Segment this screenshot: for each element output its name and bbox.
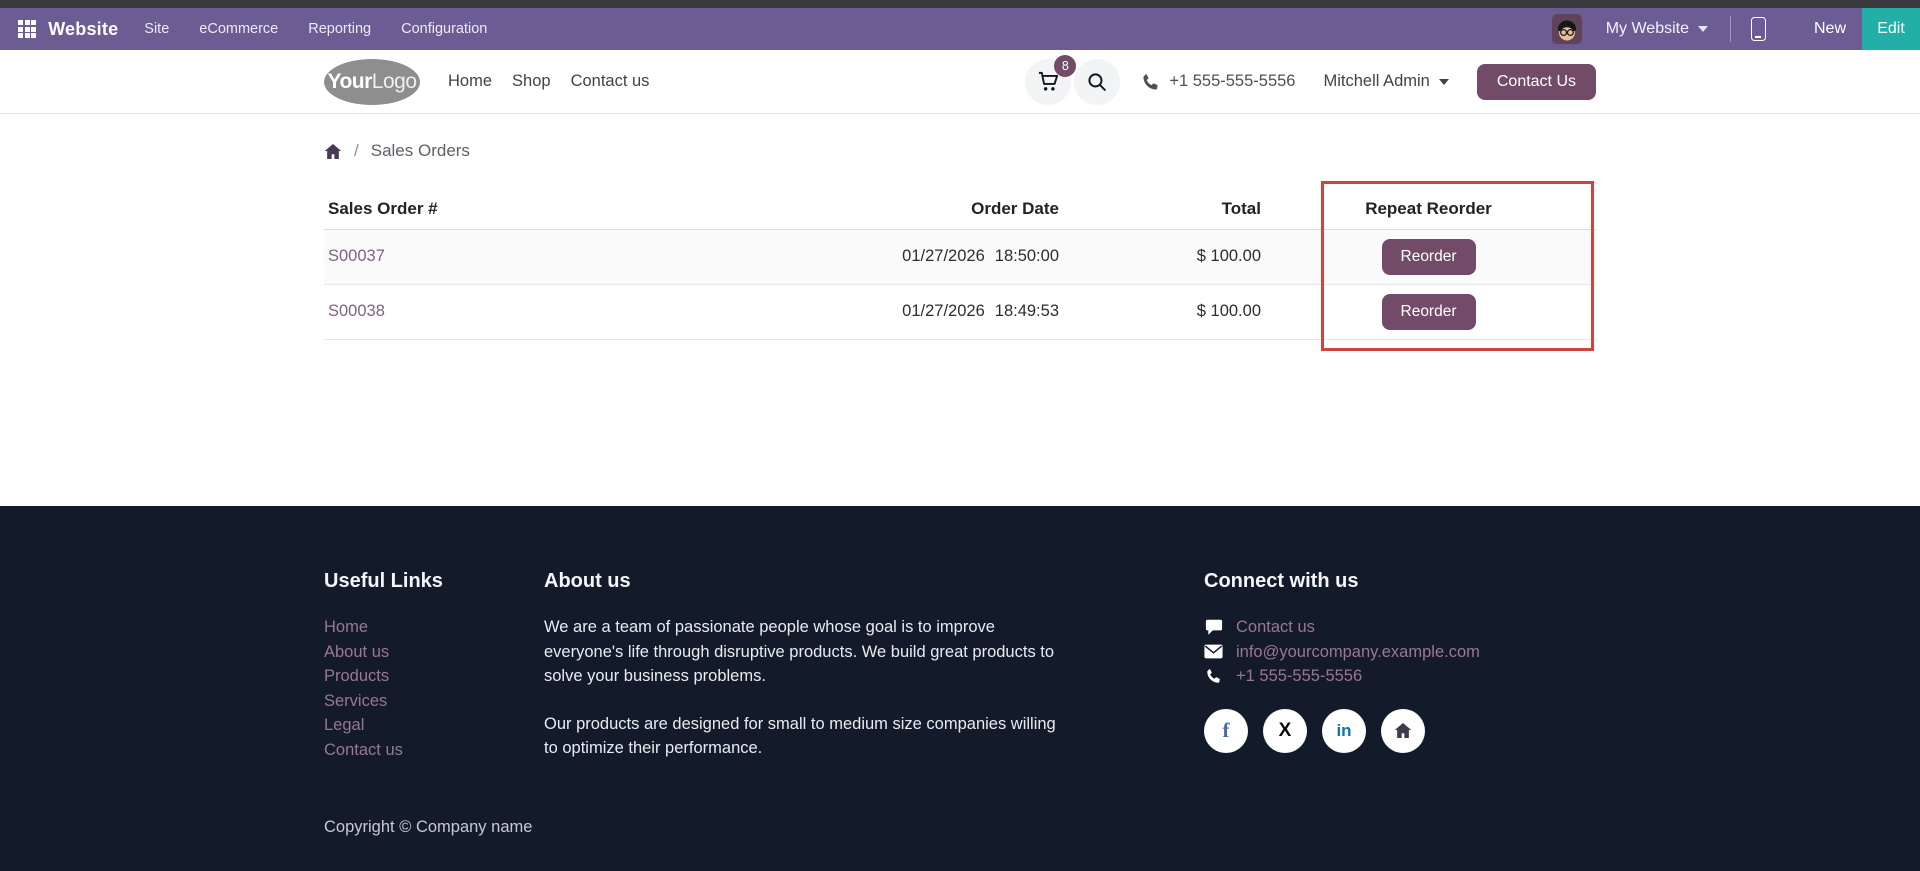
menu-ecommerce[interactable]: eCommerce <box>199 21 279 37</box>
reorder-button[interactable]: Reorder <box>1381 293 1476 330</box>
copyright: Copyright © Company name <box>324 818 533 836</box>
footer-connect: Connect with us Contact us info@yourcomp… <box>1204 570 1596 762</box>
apps-grid-icon[interactable] <box>18 19 37 39</box>
footer-link-home[interactable]: Home <box>324 618 369 636</box>
home-icon <box>324 143 342 159</box>
order-total-cell: $ 100.00 <box>1196 302 1261 320</box>
about-paragraph-1: We are a team of passionate people whose… <box>544 618 1055 685</box>
table-row: S00037 01/27/2026 18:50:00 $ 100.00 Reord… <box>324 229 1596 284</box>
search-button[interactable] <box>1074 58 1121 105</box>
cart-count-badge: 8 <box>1054 54 1077 77</box>
nav-link-shop[interactable]: Shop <box>512 72 551 90</box>
table-header-row: Sales Order # Order Date Total Repeat Re… <box>324 189 1596 230</box>
topbar-right: My Website New Edit <box>1551 8 1920 50</box>
footer-link-products[interactable]: Products <box>324 667 390 685</box>
user-avatar[interactable] <box>1551 14 1582 44</box>
breadcrumb: / Sales Orders <box>324 114 1596 161</box>
footer-email-link[interactable]: info@yourcompany.example.com <box>1236 642 1480 661</box>
mobile-preview-icon[interactable] <box>1750 17 1766 41</box>
footer-title-connect: Connect with us <box>1204 570 1359 592</box>
reorder-button[interactable]: Reorder <box>1381 238 1476 275</box>
nav-link-contact-us[interactable]: Contact us <box>570 72 650 90</box>
about-paragraph-2: Our products are designed for small to m… <box>544 714 1056 758</box>
logo-text-your: Your <box>327 69 373 93</box>
facebook-icon[interactable]: f <box>1204 708 1248 753</box>
contact-us-button[interactable]: Contact Us <box>1476 63 1596 100</box>
footer-contact-link[interactable]: Contact us <box>1236 618 1315 636</box>
footer-title-useful-links: Useful Links <box>324 570 443 592</box>
envelope-icon <box>1204 644 1223 659</box>
footer-phone-link[interactable]: +1 555-555-5556 <box>1236 667 1363 685</box>
orders-table-wrap: Sales Order # Order Date Total Repeat Re… <box>324 181 1596 351</box>
col-header-sales-order: Sales Order # <box>324 189 744 230</box>
app-name-website[interactable]: Website <box>48 18 119 39</box>
breadcrumb-page: Sales Orders <box>370 141 470 160</box>
phone-icon <box>1204 668 1223 684</box>
menu-site[interactable]: Site <box>144 21 170 37</box>
col-header-repeat-reorder: Repeat Reorder <box>1261 189 1596 230</box>
cart-button[interactable]: 8 <box>1025 54 1077 105</box>
cart-icon <box>1038 71 1058 91</box>
site-footer: Useful Links Home About us Products Serv… <box>0 506 1920 871</box>
navbar-right: 8 +1 555-555-5556 Mitchell Admin <box>1025 54 1596 105</box>
website-switcher-label: My Website <box>1605 20 1689 37</box>
website-switcher[interactable]: My Website <box>1606 20 1708 38</box>
user-account-menu[interactable]: Mitchell Admin <box>1323 72 1449 91</box>
menu-reporting[interactable]: Reporting <box>308 21 372 37</box>
topbar-left: Website Site eCommerce Reporting Configu… <box>0 19 487 40</box>
header-phone[interactable]: +1 555-555-5556 <box>1142 72 1295 91</box>
sales-orders-table: Sales Order # Order Date Total Repeat Re… <box>324 189 1596 340</box>
website-navbar: Your Logo Home Shop Contact us 8 <box>0 50 1920 114</box>
logo-text-logo: Logo <box>371 69 417 93</box>
chevron-down-icon <box>1438 78 1449 85</box>
site-logo[interactable]: Your Logo <box>324 58 420 105</box>
site-nav-links: Home Shop Contact us <box>448 72 649 91</box>
order-link[interactable]: S00038 <box>328 302 385 320</box>
user-name: Mitchell Admin <box>1323 72 1430 90</box>
col-header-order-date: Order Date <box>744 189 1059 230</box>
divider <box>1729 16 1731 42</box>
col-header-total: Total <box>1059 189 1261 230</box>
search-icon <box>1088 72 1107 91</box>
order-link[interactable]: S00037 <box>328 247 385 265</box>
backend-topbar: Website Site eCommerce Reporting Configu… <box>0 8 1920 50</box>
footer-link-about-us[interactable]: About us <box>324 642 390 661</box>
footer-about: About us We are a team of passionate peo… <box>544 570 1204 762</box>
footer-useful-links: Useful Links Home About us Products Serv… <box>324 570 544 762</box>
breadcrumb-home-link[interactable] <box>324 143 342 160</box>
nav-link-home[interactable]: Home <box>448 72 493 90</box>
footer-link-services[interactable]: Services <box>324 691 388 710</box>
header-phone-number: +1 555-555-5556 <box>1169 72 1296 90</box>
order-date-cell: 01/27/2026 18:50:00 <box>902 247 1059 265</box>
breadcrumb-separator: / <box>354 141 359 160</box>
window-top-strip <box>0 0 1920 8</box>
chevron-down-icon <box>1697 26 1708 32</box>
new-button[interactable]: New <box>1813 20 1846 37</box>
phone-icon <box>1143 73 1158 90</box>
linkedin-icon[interactable]: in <box>1322 708 1366 753</box>
order-date-cell: 01/27/2026 18:49:53 <box>902 302 1059 320</box>
backend-menu: Site eCommerce Reporting Configuration <box>144 21 487 37</box>
chat-icon <box>1204 619 1223 636</box>
x-icon[interactable]: X <box>1263 708 1307 753</box>
social-links: f X in <box>1204 708 1596 753</box>
order-total-cell: $ 100.00 <box>1196 247 1261 265</box>
table-row: S00038 01/27/2026 18:49:53 $ 100.00 Reord… <box>324 284 1596 339</box>
footer-link-legal[interactable]: Legal <box>324 716 365 734</box>
main-content: / Sales Orders Sales Order # Order Date … <box>0 114 1920 506</box>
website-icon[interactable] <box>1381 708 1425 753</box>
edit-button[interactable]: Edit <box>1862 8 1920 50</box>
menu-configuration[interactable]: Configuration <box>401 21 488 37</box>
footer-link-contact-us[interactable]: Contact us <box>324 740 403 759</box>
footer-title-about-us: About us <box>544 570 631 592</box>
